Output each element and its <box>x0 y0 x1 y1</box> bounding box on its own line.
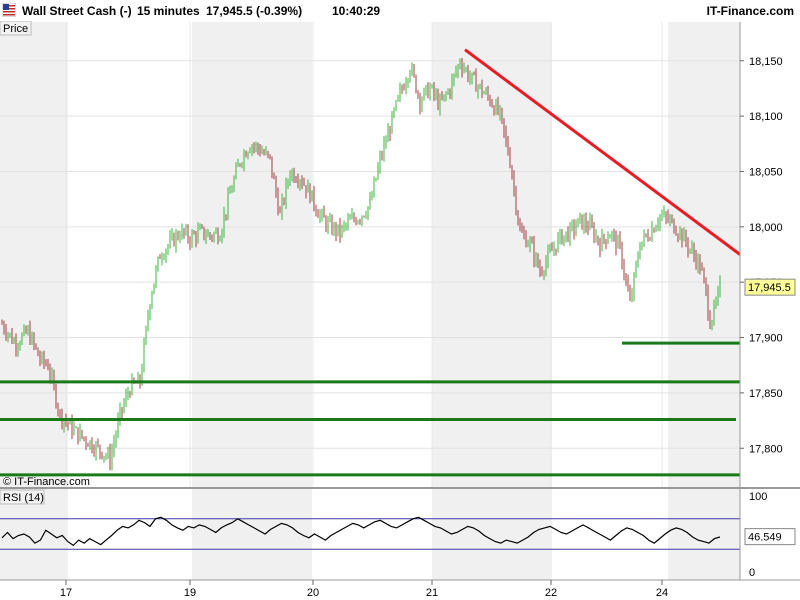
last-price-tag <box>744 278 796 296</box>
time-tick-label: 22 <box>545 587 557 599</box>
clock-time: 10:40:29 <box>332 4 381 18</box>
site-name: IT-Finance.com <box>706 4 794 18</box>
resistance-trendline <box>464 48 741 256</box>
price-change: 17,945.5 (-0.39%) <box>206 4 303 18</box>
price-tick-label: 17,800 <box>749 443 783 455</box>
price-panel-label: Price <box>3 23 28 35</box>
instrument-name: Wall Street Cash (-) <box>22 4 132 18</box>
price-tick-label: 17,900 <box>749 333 783 345</box>
session-band-price <box>668 22 740 487</box>
price-tick-label: 18,100 <box>749 111 783 123</box>
price-tick-label: 18,050 <box>749 166 783 178</box>
time-tick-label: 19 <box>184 587 196 599</box>
time-tick-label: 21 <box>426 587 438 599</box>
session-band-rsi <box>432 489 552 580</box>
timeframe-label: 15 minutes <box>137 4 200 18</box>
time-tick-label: 20 <box>307 587 319 599</box>
session-band-price <box>0 22 68 487</box>
rsi-line <box>1 516 721 547</box>
price-axis-area <box>740 22 800 487</box>
last-price-label: 17,945.5 <box>748 282 791 294</box>
instrument-flag-icon <box>2 3 16 17</box>
price-tick-label: 18,000 <box>749 222 783 234</box>
rsi-value-label: 46.549 <box>748 532 782 544</box>
time-tick-label: 24 <box>656 587 668 599</box>
session-band-rsi <box>668 489 740 580</box>
price-label-box <box>0 20 32 36</box>
candles-group <box>1 57 721 471</box>
session-band-rsi <box>192 489 312 580</box>
time-tick-label: 17 <box>60 587 72 599</box>
session-band-price <box>192 22 312 487</box>
rsi-label-box <box>0 489 45 505</box>
rsi-tick-0: 0 <box>749 567 755 579</box>
copyright-text: © IT-Finance.com <box>3 476 90 488</box>
rsi-tick-100: 100 <box>749 491 767 503</box>
price-tick-label: 18,150 <box>749 56 783 68</box>
title-bar: Wall Street Cash (-) 15 minutes 17,945.5… <box>0 0 800 21</box>
rsi-panel-label: RSI (14) <box>3 492 44 504</box>
rsi-value-tag <box>744 528 796 546</box>
price-tick-label: 17,850 <box>749 388 783 400</box>
